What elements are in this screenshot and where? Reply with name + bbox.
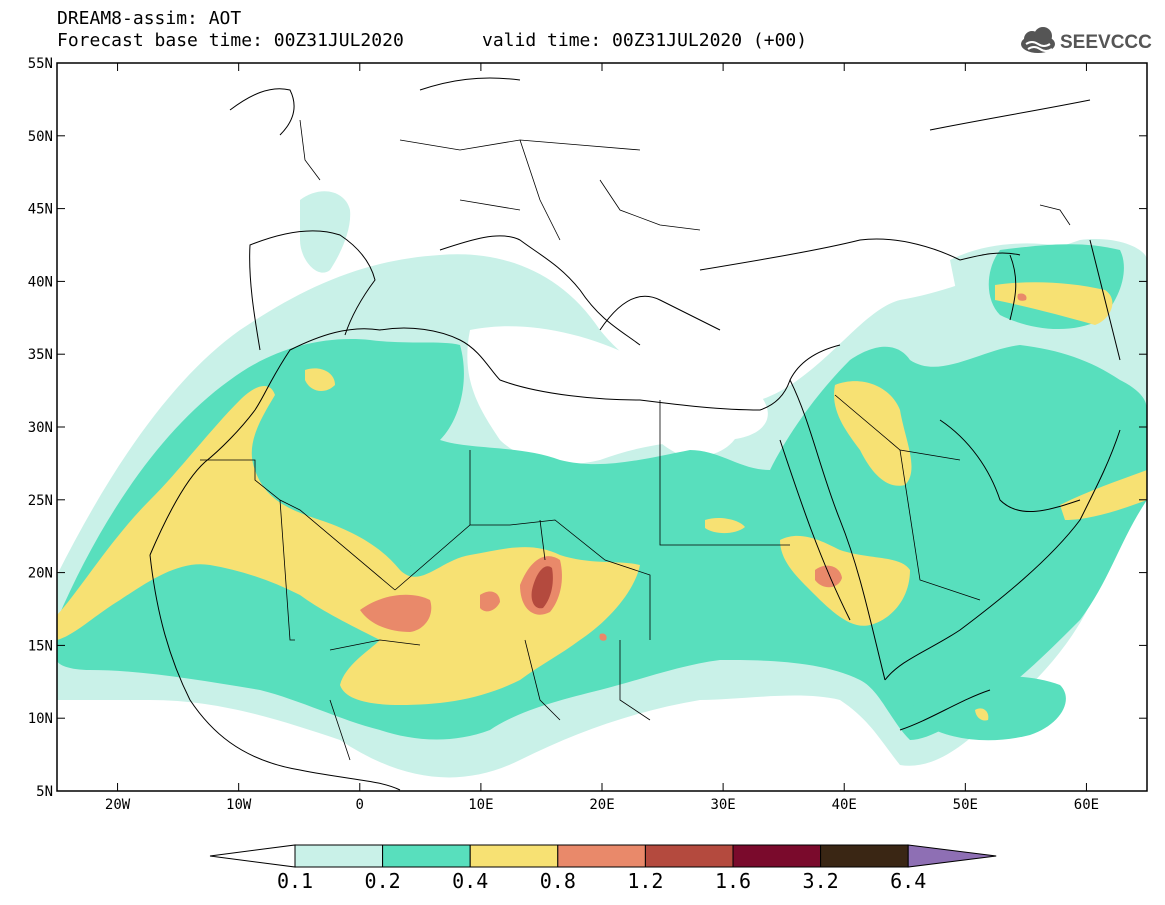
lon-label: 30E	[710, 797, 735, 813]
lat-label: 50N	[28, 129, 53, 145]
country-borders	[200, 119, 1071, 761]
lon-label: 0	[356, 797, 364, 813]
cloud-icon	[1021, 27, 1055, 53]
coastlines	[149, 77, 1121, 791]
colorbar-box	[469, 844, 559, 868]
lat-label: 45N	[28, 202, 53, 218]
colorbar-box	[732, 844, 822, 868]
forecast-base-time: Forecast base time: 00Z31JUL2020	[57, 30, 404, 51]
lon-label: 10W	[226, 797, 252, 813]
lat-label: 10N	[28, 711, 53, 727]
colorbar-box	[294, 844, 384, 868]
colorbar-box	[644, 844, 734, 868]
lon-label: 20W	[105, 797, 131, 813]
colorbar-label: 1.6	[715, 869, 751, 893]
map-title: DREAM8-assim: AOT	[57, 8, 242, 29]
colorbar-box	[557, 844, 646, 868]
longitude-axis: 20W 10W 0 10E 20E 30E 40E 50E 60E	[105, 63, 1099, 813]
lon-label: 40E	[832, 797, 857, 813]
latitude-axis: 55N 50N 45N 40N 35N 30N 25N 20N 15N 10N 5N	[28, 56, 1147, 800]
lat-label: 15N	[28, 638, 53, 654]
colorbar-label: 1.2	[627, 869, 663, 893]
lat-label: 40N	[28, 274, 53, 290]
lon-label: 60E	[1074, 797, 1099, 813]
colorbar-over-arrow	[907, 844, 997, 868]
aot-band-1.2-1.6	[531, 566, 553, 609]
colorbar-label: 6.4	[890, 869, 926, 893]
colorbar-label: 0.4	[452, 869, 488, 893]
seevccc-logo: SEEVCCC	[1021, 27, 1152, 53]
lat-label: 25N	[28, 493, 53, 509]
aot-band-0.4-0.8	[57, 282, 1147, 721]
colorbar-box	[382, 844, 471, 868]
lat-label: 30N	[28, 420, 53, 436]
lat-label: 35N	[28, 347, 53, 363]
lat-label: 5N	[36, 784, 53, 800]
colorbar-label: 3.2	[803, 869, 839, 893]
logo-text: SEEVCCC	[1060, 32, 1152, 53]
lat-label: 55N	[28, 56, 53, 72]
colorbar-label: 0.1	[277, 869, 313, 893]
colorbar-box	[820, 844, 909, 868]
valid-time: valid time: 00Z31JUL2020 (+00)	[482, 30, 808, 51]
lon-label: 50E	[953, 797, 978, 813]
colorbar-under-arrow	[209, 844, 296, 868]
colorbar-label: 0.8	[540, 869, 576, 893]
lon-label: 20E	[589, 797, 614, 813]
aot-fields	[57, 191, 1147, 778]
colorbar-label: 0.2	[365, 869, 401, 893]
lat-label: 20N	[28, 566, 53, 582]
lon-label: 10E	[468, 797, 493, 813]
